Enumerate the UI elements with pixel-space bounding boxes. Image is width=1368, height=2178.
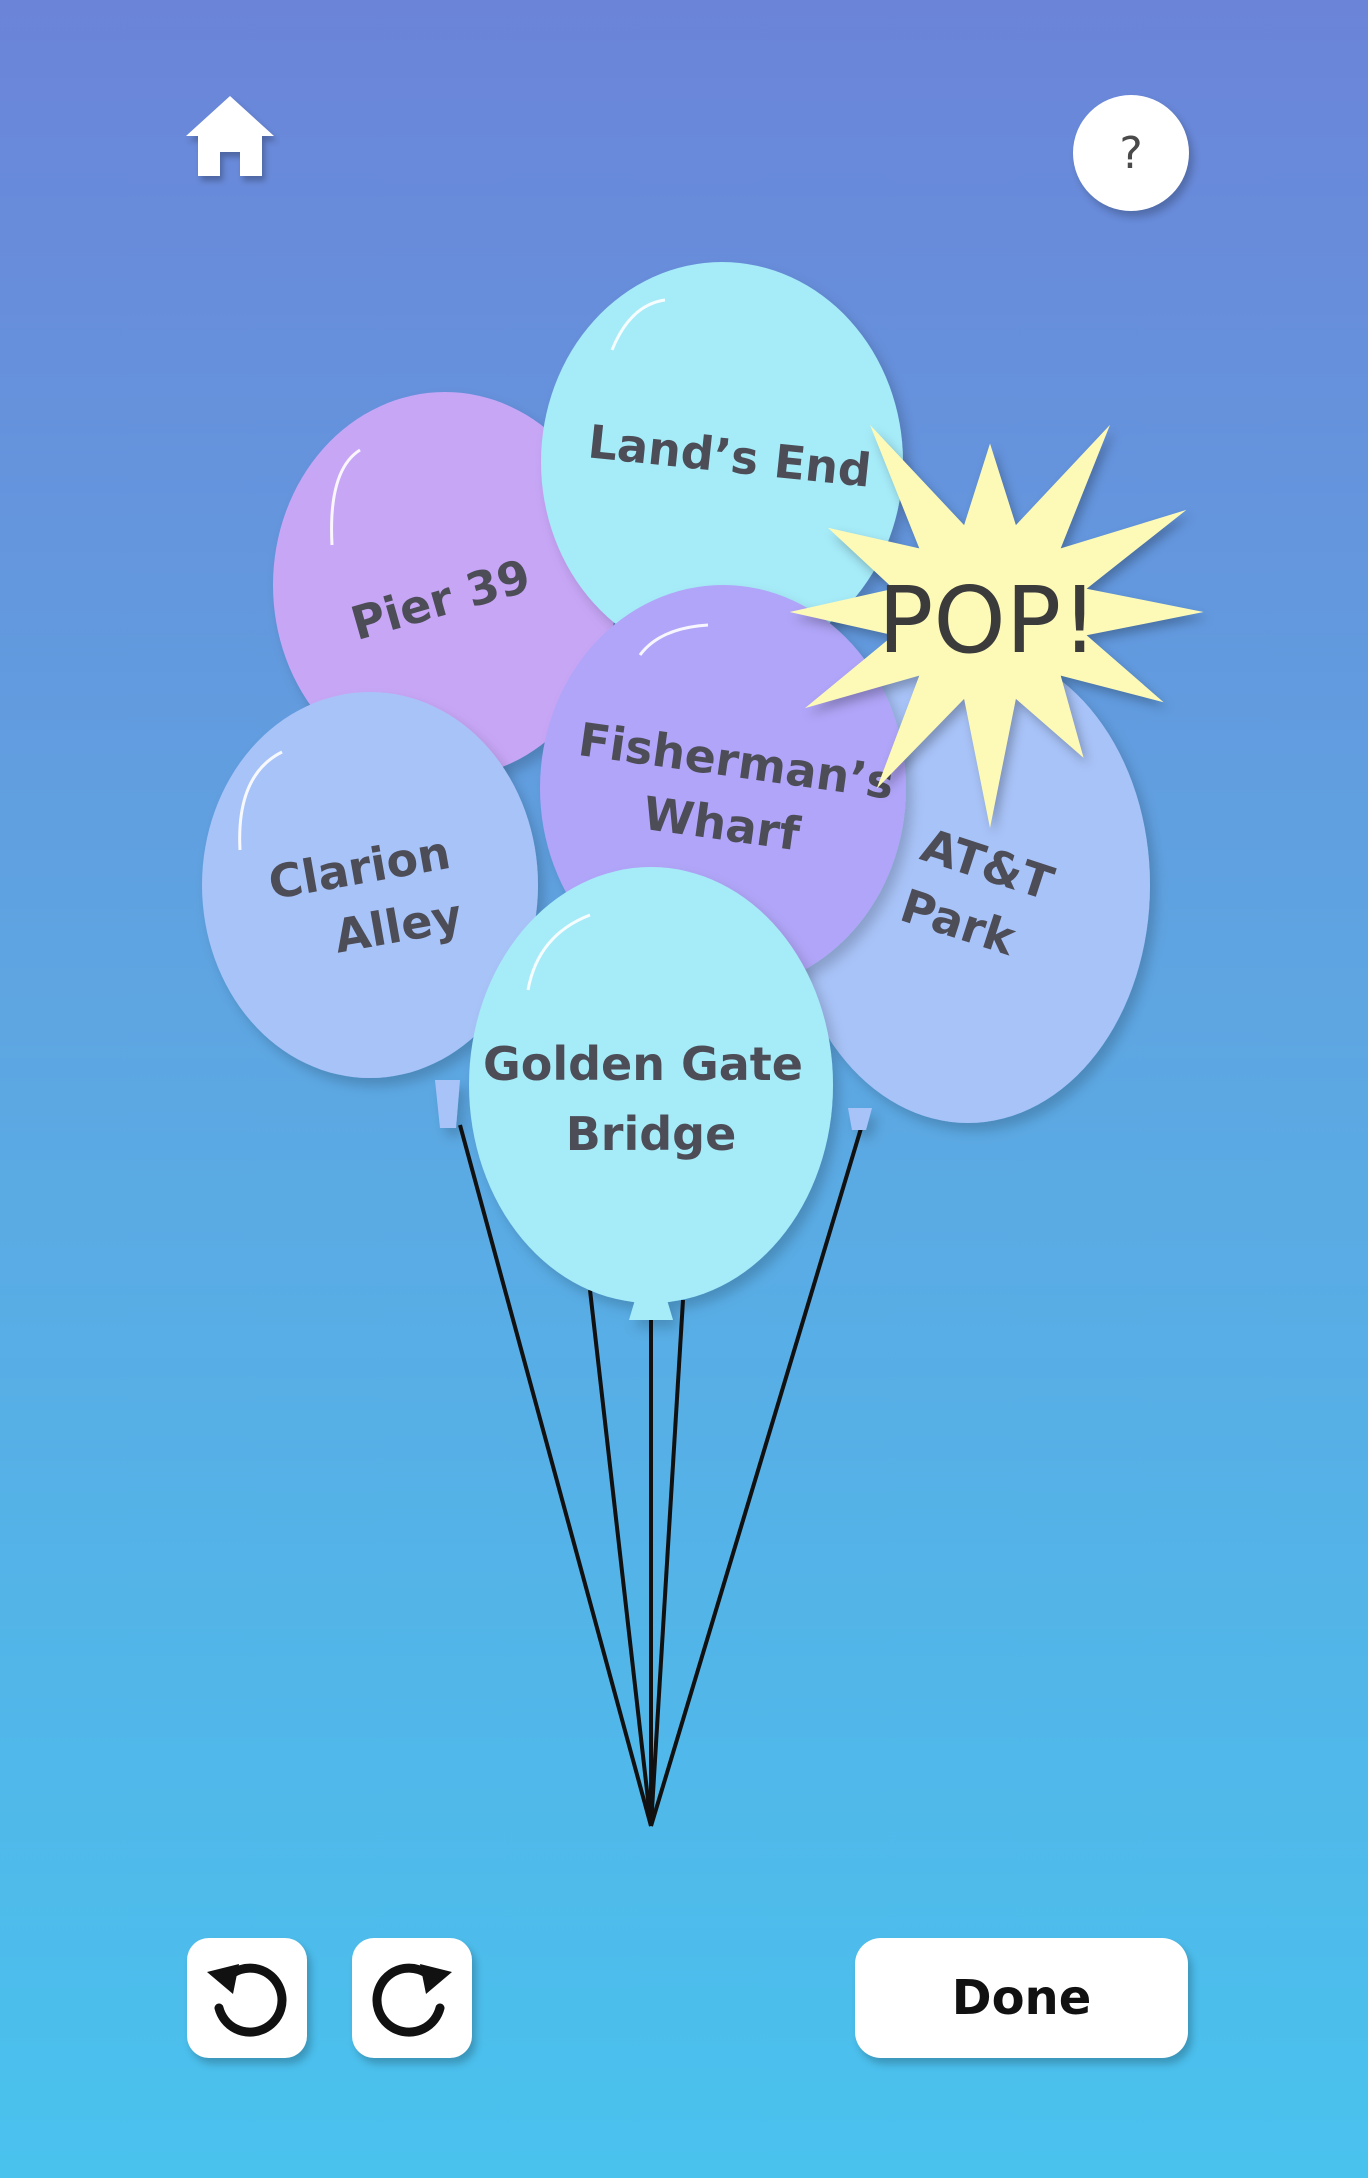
svg-text:Golden Gate Bridge: Golden Gate Bridge [483, 1037, 819, 1161]
balloon-pier-39[interactable]: Pier 39 [273, 392, 617, 778]
balloon-lands-end[interactable]: Land’s End [541, 262, 903, 662]
balloon-label-golden-gate-bridge-2: Bridge [566, 1107, 737, 1161]
home-icon [186, 96, 274, 176]
pop-label: POP! [878, 567, 1098, 674]
help-label: ? [1119, 127, 1143, 179]
done-button[interactable]: Done [855, 1938, 1188, 2058]
redo-button[interactable] [352, 1938, 472, 2058]
balloon-label-golden-gate-bridge-1: Golden Gate [483, 1037, 803, 1091]
done-label: Done [951, 1970, 1092, 2026]
redo-icon [372, 1963, 452, 2037]
balloon-golden-gate-bridge[interactable]: Golden Gate Bridge [469, 867, 833, 1320]
balloon-strings [458, 1124, 864, 1827]
undo-icon [207, 1963, 287, 2037]
balloon-clarion-alley[interactable]: Clarion Alley [202, 692, 538, 1128]
home-button[interactable] [180, 90, 280, 190]
pop-burst-shape [789, 424, 1204, 828]
help-button[interactable]: ? [1073, 95, 1189, 211]
pop-burst: POP! [789, 424, 1204, 828]
undo-button[interactable] [187, 1938, 307, 2058]
